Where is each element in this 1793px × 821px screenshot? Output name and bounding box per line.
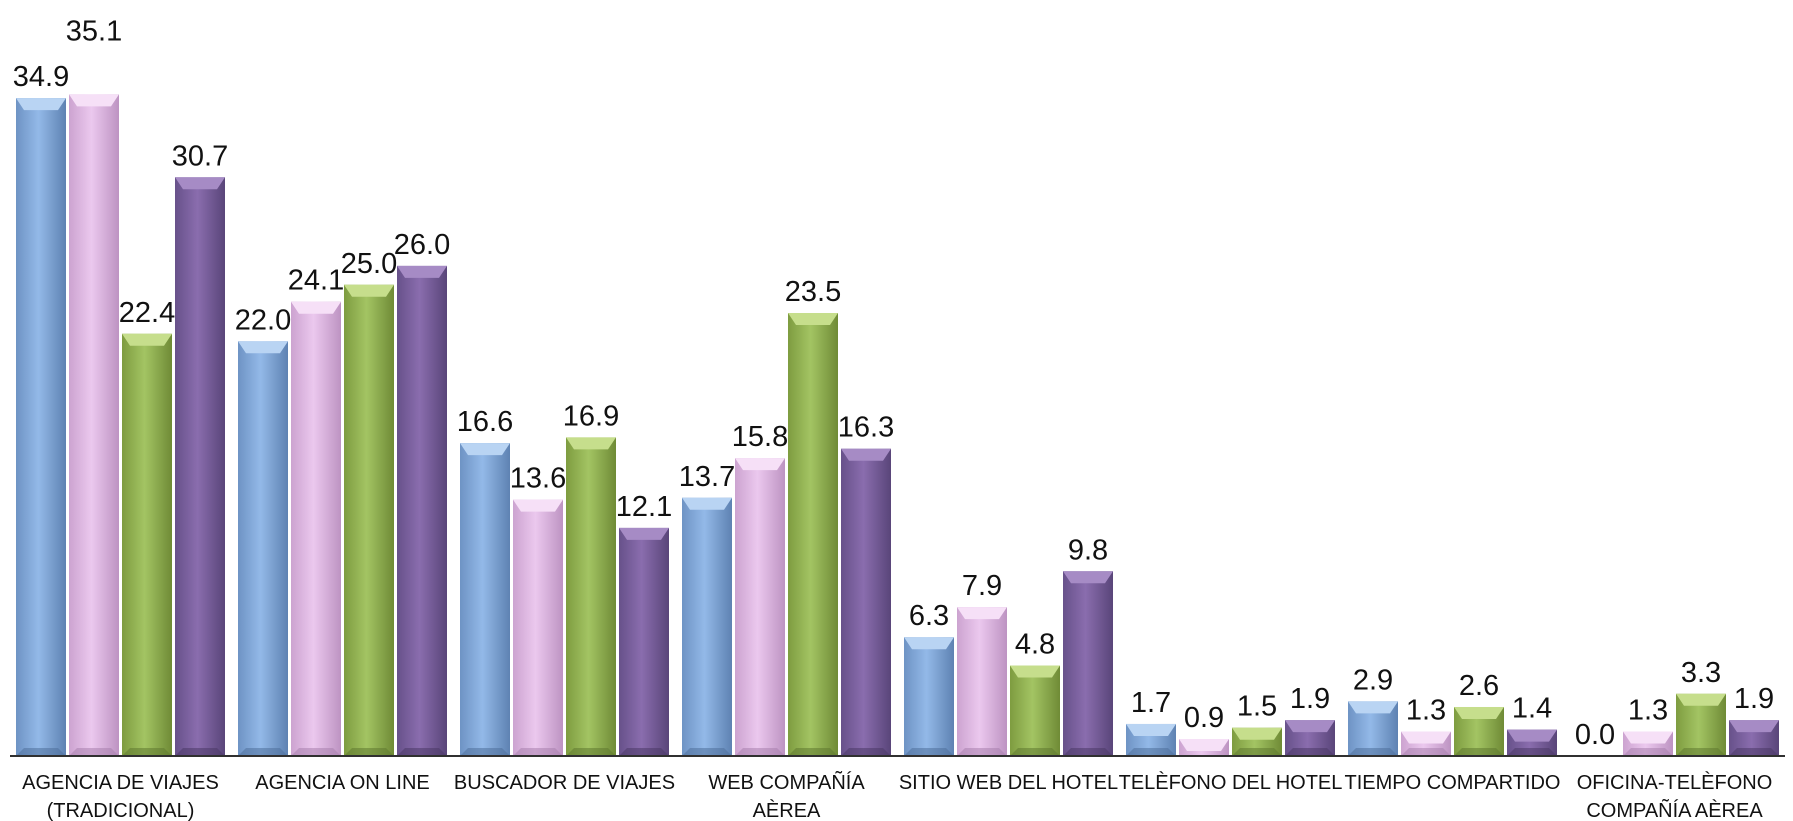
bar bbox=[566, 437, 616, 756]
bar bbox=[619, 527, 669, 756]
data-label: 35.1 bbox=[66, 15, 122, 47]
data-label: 30.7 bbox=[172, 140, 228, 172]
data-label: 16.6 bbox=[457, 406, 513, 438]
data-label: 22.0 bbox=[235, 304, 291, 336]
bar bbox=[957, 607, 1007, 756]
bar bbox=[1729, 720, 1779, 756]
data-label: 13.6 bbox=[510, 463, 566, 495]
data-label: 13.7 bbox=[679, 461, 735, 493]
bar bbox=[1507, 729, 1557, 756]
bar bbox=[1126, 723, 1176, 756]
bar bbox=[460, 443, 510, 756]
data-label: 2.9 bbox=[1353, 664, 1393, 696]
bar bbox=[175, 177, 225, 756]
data-label: 9.8 bbox=[1068, 534, 1108, 566]
bar bbox=[122, 333, 172, 756]
bar bbox=[16, 98, 66, 756]
category-label: AGENCIA ON LINE bbox=[255, 772, 430, 794]
data-label: 24.1 bbox=[288, 265, 344, 297]
category-label: WEB COMPAÑÍA AÈREA bbox=[708, 770, 865, 821]
bar bbox=[513, 499, 563, 756]
data-label: 1.5 bbox=[1237, 691, 1277, 723]
category-labels-layer: AGENCIA DE VIAJES (TRADICIONAL) AGENCIA ON… bbox=[22, 770, 1772, 821]
data-label: 12.1 bbox=[616, 491, 672, 523]
bar bbox=[1623, 731, 1673, 756]
data-label: 16.3 bbox=[838, 412, 894, 444]
bar bbox=[1232, 727, 1282, 756]
data-label: 1.7 bbox=[1131, 687, 1171, 719]
bar bbox=[1676, 693, 1726, 756]
data-label: 26.0 bbox=[394, 229, 450, 261]
data-label: 6.3 bbox=[909, 600, 949, 632]
data-label: 1.3 bbox=[1628, 694, 1668, 726]
data-label: 1.9 bbox=[1290, 683, 1330, 715]
data-label: 1.3 bbox=[1406, 694, 1446, 726]
category-label: BUSCADOR DE VIAJES bbox=[454, 772, 675, 794]
bar bbox=[1063, 571, 1113, 756]
bar bbox=[1348, 701, 1398, 756]
data-label: 0.0 bbox=[1575, 719, 1615, 751]
category-label: TIEMPO COMPARTIDO bbox=[1345, 772, 1561, 794]
data-label: 16.9 bbox=[563, 400, 619, 432]
data-label: 0.9 bbox=[1184, 702, 1224, 734]
data-label: 25.0 bbox=[341, 248, 397, 280]
category-label: OFICINA-TELÈFONO COMPAÑÍA AÈREA bbox=[1577, 771, 1773, 821]
bar bbox=[291, 301, 341, 756]
bar bbox=[397, 265, 447, 756]
bar bbox=[238, 341, 288, 756]
bar bbox=[1285, 720, 1335, 756]
category-label: TELÈFONO DEL HOTEL bbox=[1119, 771, 1343, 794]
bar bbox=[1454, 706, 1504, 756]
bar bbox=[841, 448, 891, 756]
data-label: 4.8 bbox=[1015, 629, 1055, 661]
bar bbox=[1010, 665, 1060, 756]
bar bbox=[69, 94, 119, 757]
bar bbox=[904, 637, 954, 756]
bars-layer bbox=[16, 94, 1779, 757]
data-label: 15.8 bbox=[732, 421, 788, 453]
data-label: 34.9 bbox=[13, 61, 69, 93]
bar bbox=[682, 497, 732, 756]
data-label: 22.4 bbox=[119, 297, 175, 329]
bar bbox=[735, 458, 785, 756]
data-label: 1.4 bbox=[1512, 693, 1552, 725]
category-label: SITIO WEB DEL HOTEL bbox=[899, 772, 1118, 794]
bar bbox=[1179, 739, 1229, 756]
category-label: AGENCIA DE VIAJES (TRADICIONAL) bbox=[22, 772, 219, 821]
data-label: 3.3 bbox=[1681, 657, 1721, 689]
value-labels-layer: 34.9 35.1 22.4 30.7 22.0 24.125.026.0 16.6 13.6… bbox=[13, 15, 1774, 751]
data-label: 2.6 bbox=[1459, 670, 1499, 702]
data-label: 7.9 bbox=[962, 570, 1002, 602]
bar bbox=[344, 284, 394, 756]
data-label: 23.5 bbox=[785, 276, 841, 308]
bar bbox=[788, 313, 838, 756]
bar bbox=[1401, 731, 1451, 756]
data-label: 1.9 bbox=[1734, 683, 1774, 715]
